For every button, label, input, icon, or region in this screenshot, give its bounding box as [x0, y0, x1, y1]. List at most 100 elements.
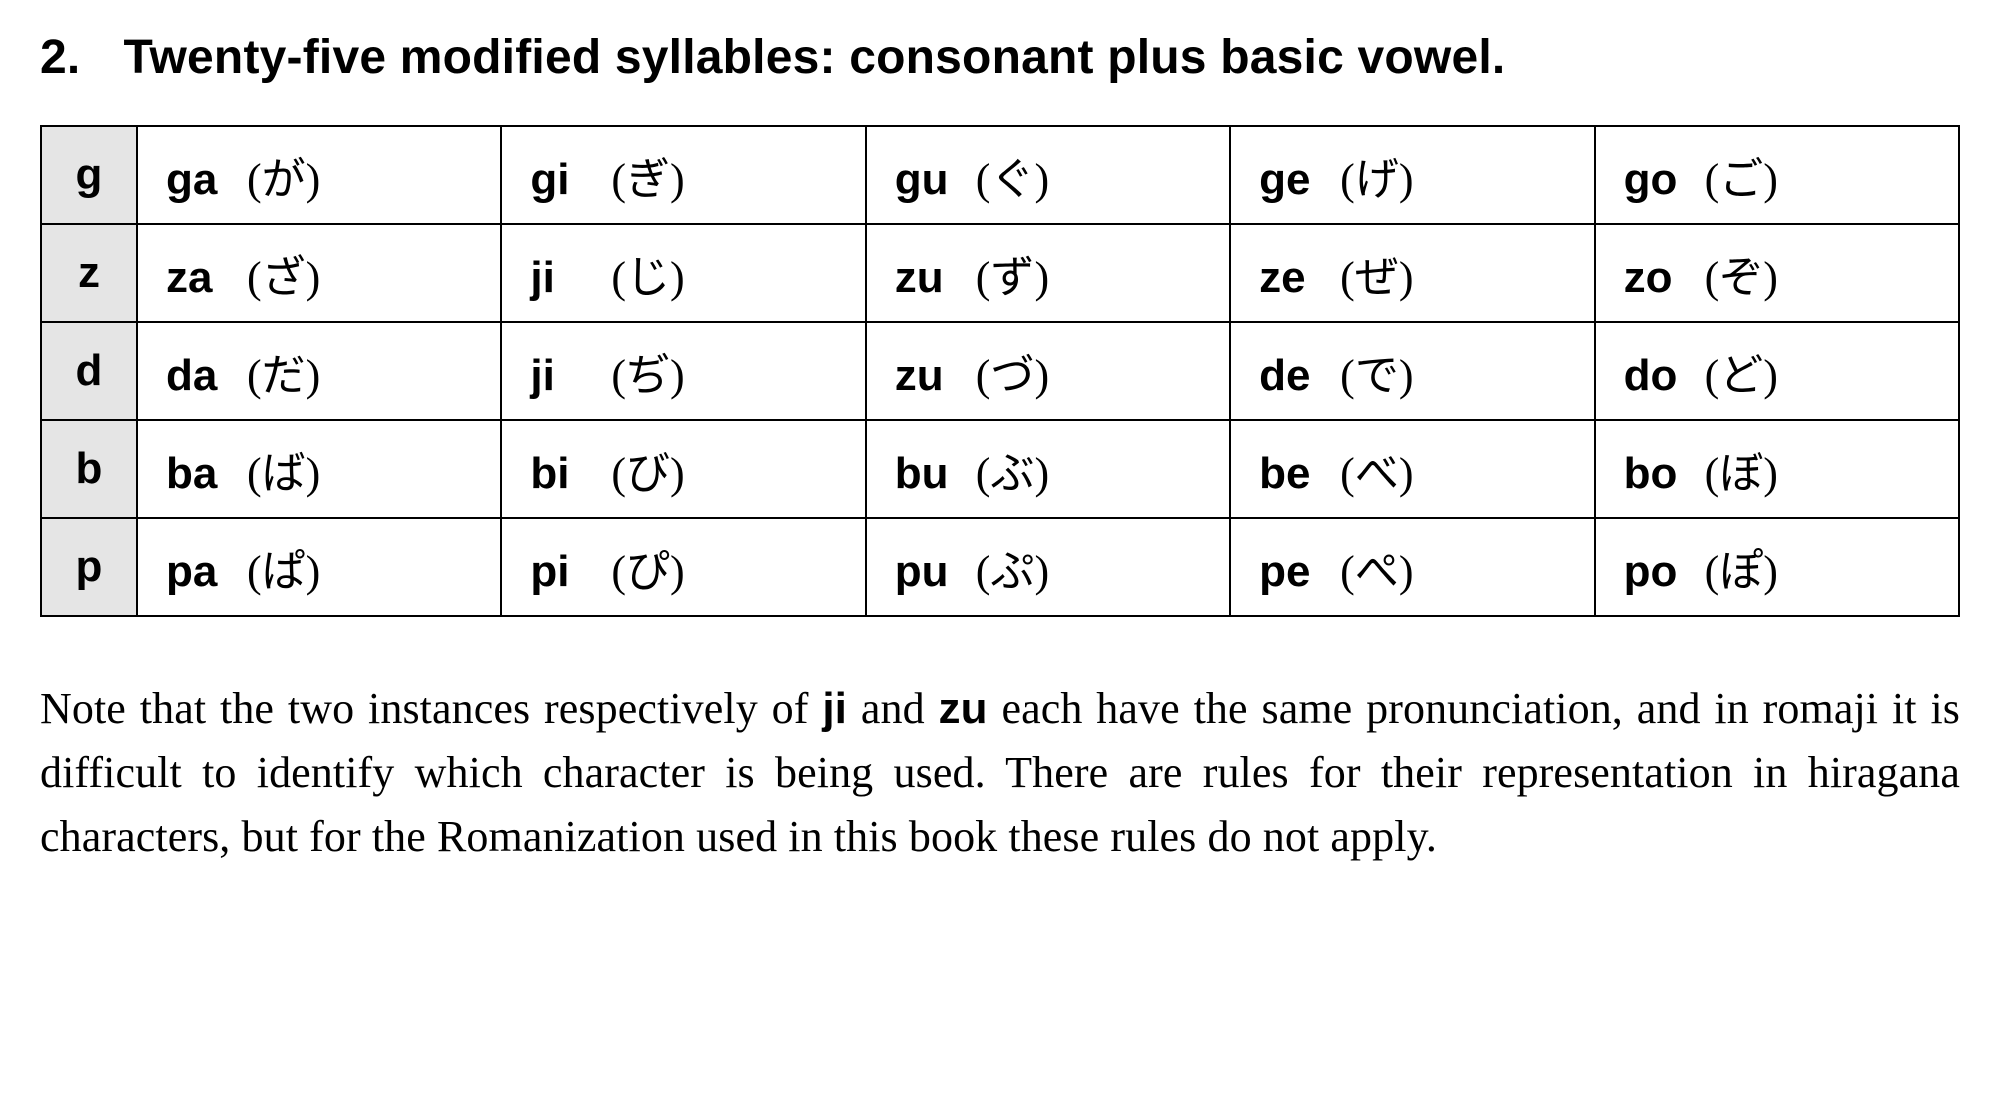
kana-char: ば [262, 449, 306, 498]
section-heading: 2. Twenty-five modified syllables: conso… [40, 30, 1960, 85]
syllable-cell: gu (ぐ) [866, 126, 1230, 224]
row-header: p [41, 518, 137, 616]
syllable-cell: zo (ぞ) [1595, 224, 1959, 322]
kana-wrap: (ぢ) [600, 351, 684, 400]
kana-wrap: (ぶ) [965, 449, 1049, 498]
syllable-cell: be (べ) [1230, 420, 1594, 518]
syllable-cell: ji (じ) [501, 224, 865, 322]
table-row: zza (ざ)ji (じ)zu (ず)ze (ぜ)zo (ぞ) [41, 224, 1959, 322]
kana-wrap: (ご) [1694, 155, 1778, 204]
syllable-cell: ge (げ) [1230, 126, 1594, 224]
romaji-label: ge [1259, 155, 1329, 205]
syllable-cell: bu (ぶ) [866, 420, 1230, 518]
row-header: z [41, 224, 137, 322]
kana-wrap: (じ) [600, 253, 684, 302]
syllable-cell: gi (ぎ) [501, 126, 865, 224]
footnote-paragraph: Note that the two instances respectively… [40, 677, 1960, 868]
romaji-label: zu [895, 351, 965, 401]
kana-wrap: (ぷ) [965, 547, 1049, 596]
kana-char: で [1355, 351, 1399, 400]
section-number: 2. [40, 30, 110, 85]
romaji-label: po [1624, 547, 1694, 597]
kana-char: げ [1355, 155, 1399, 204]
romaji-label: gu [895, 155, 965, 205]
kana-wrap: (べ) [1329, 449, 1413, 498]
syllable-cell: pe (ぺ) [1230, 518, 1594, 616]
kana-char: ど [1719, 351, 1763, 400]
kana-char: ぺ [1355, 547, 1399, 596]
kana-char: ご [1719, 155, 1763, 204]
syllable-cell: zu (づ) [866, 322, 1230, 420]
note-bold-zu: zu [939, 684, 988, 733]
kana-char: が [262, 155, 306, 204]
kana-wrap: (で) [1329, 351, 1413, 400]
kana-char: ぱ [262, 547, 306, 596]
note-text: Note that the two instances respectively… [40, 684, 822, 733]
syllable-cell: ga (が) [137, 126, 501, 224]
kana-char: ぽ [1719, 547, 1763, 596]
syllable-cell: zu (ず) [866, 224, 1230, 322]
syllable-cell: za (ざ) [137, 224, 501, 322]
kana-wrap: (ぐ) [965, 155, 1049, 204]
kana-wrap: (ぺ) [1329, 547, 1413, 596]
kana-wrap: (だ) [236, 351, 320, 400]
kana-wrap: (ど) [1694, 351, 1778, 400]
kana-char: ぐ [990, 155, 1034, 204]
section-title: Twenty-five modified syllables: consonan… [124, 31, 1506, 84]
row-header: d [41, 322, 137, 420]
kana-char: づ [990, 351, 1034, 400]
romaji-label: zu [895, 253, 965, 303]
kana-char: び [626, 449, 670, 498]
note-text: and [847, 684, 939, 733]
syllable-cell: bo (ぼ) [1595, 420, 1959, 518]
romaji-label: go [1624, 155, 1694, 205]
romaji-label: ji [530, 351, 600, 401]
kana-wrap: (ず) [965, 253, 1049, 302]
romaji-label: de [1259, 351, 1329, 401]
kana-char: ぷ [990, 547, 1034, 596]
romaji-label: be [1259, 449, 1329, 499]
note-bold-ji: ji [822, 684, 847, 733]
table-row: dda (だ)ji (ぢ)zu (づ)de (で)do (ど) [41, 322, 1959, 420]
kana-char: ぜ [1355, 253, 1399, 302]
romaji-label: bu [895, 449, 965, 499]
romaji-label: zo [1624, 253, 1694, 303]
kana-wrap: (ぎ) [600, 155, 684, 204]
kana-wrap: (ぜ) [1329, 253, 1413, 302]
syllable-cell: bi (び) [501, 420, 865, 518]
table-row: bba (ば)bi (び)bu (ぶ)be (べ)bo (ぼ) [41, 420, 1959, 518]
kana-char: ぶ [990, 449, 1034, 498]
kana-char: ぞ [1719, 253, 1763, 302]
kana-wrap: (ぴ) [600, 547, 684, 596]
syllable-cell: ji (ぢ) [501, 322, 865, 420]
syllable-cell: go (ご) [1595, 126, 1959, 224]
syllable-cell: pa (ぱ) [137, 518, 501, 616]
romaji-label: pi [530, 547, 600, 597]
romaji-label: do [1624, 351, 1694, 401]
kana-wrap: (が) [236, 155, 320, 204]
romaji-label: bi [530, 449, 600, 499]
romaji-label: pe [1259, 547, 1329, 597]
kana-wrap: (づ) [965, 351, 1049, 400]
kana-char: ぼ [1719, 449, 1763, 498]
romaji-label: bo [1624, 449, 1694, 499]
table-row: ppa (ぱ)pi (ぴ)pu (ぷ)pe (ぺ)po (ぽ) [41, 518, 1959, 616]
kana-wrap: (ぽ) [1694, 547, 1778, 596]
syllable-cell: de (で) [1230, 322, 1594, 420]
kana-wrap: (ぱ) [236, 547, 320, 596]
kana-char: じ [626, 253, 670, 302]
kana-char: ず [990, 253, 1034, 302]
row-header: g [41, 126, 137, 224]
row-header: b [41, 420, 137, 518]
romaji-label: gi [530, 155, 600, 205]
syllable-table: gga (が)gi (ぎ)gu (ぐ)ge (げ)go (ご)zza (ざ)ji… [40, 125, 1960, 617]
romaji-label: ga [166, 155, 236, 205]
romaji-label: ji [530, 253, 600, 303]
syllable-cell: pu (ぷ) [866, 518, 1230, 616]
kana-wrap: (ざ) [236, 253, 320, 302]
kana-char: ぴ [626, 547, 670, 596]
romaji-label: za [166, 253, 236, 303]
romaji-label: ba [166, 449, 236, 499]
kana-wrap: (ば) [236, 449, 320, 498]
table-row: gga (が)gi (ぎ)gu (ぐ)ge (げ)go (ご) [41, 126, 1959, 224]
